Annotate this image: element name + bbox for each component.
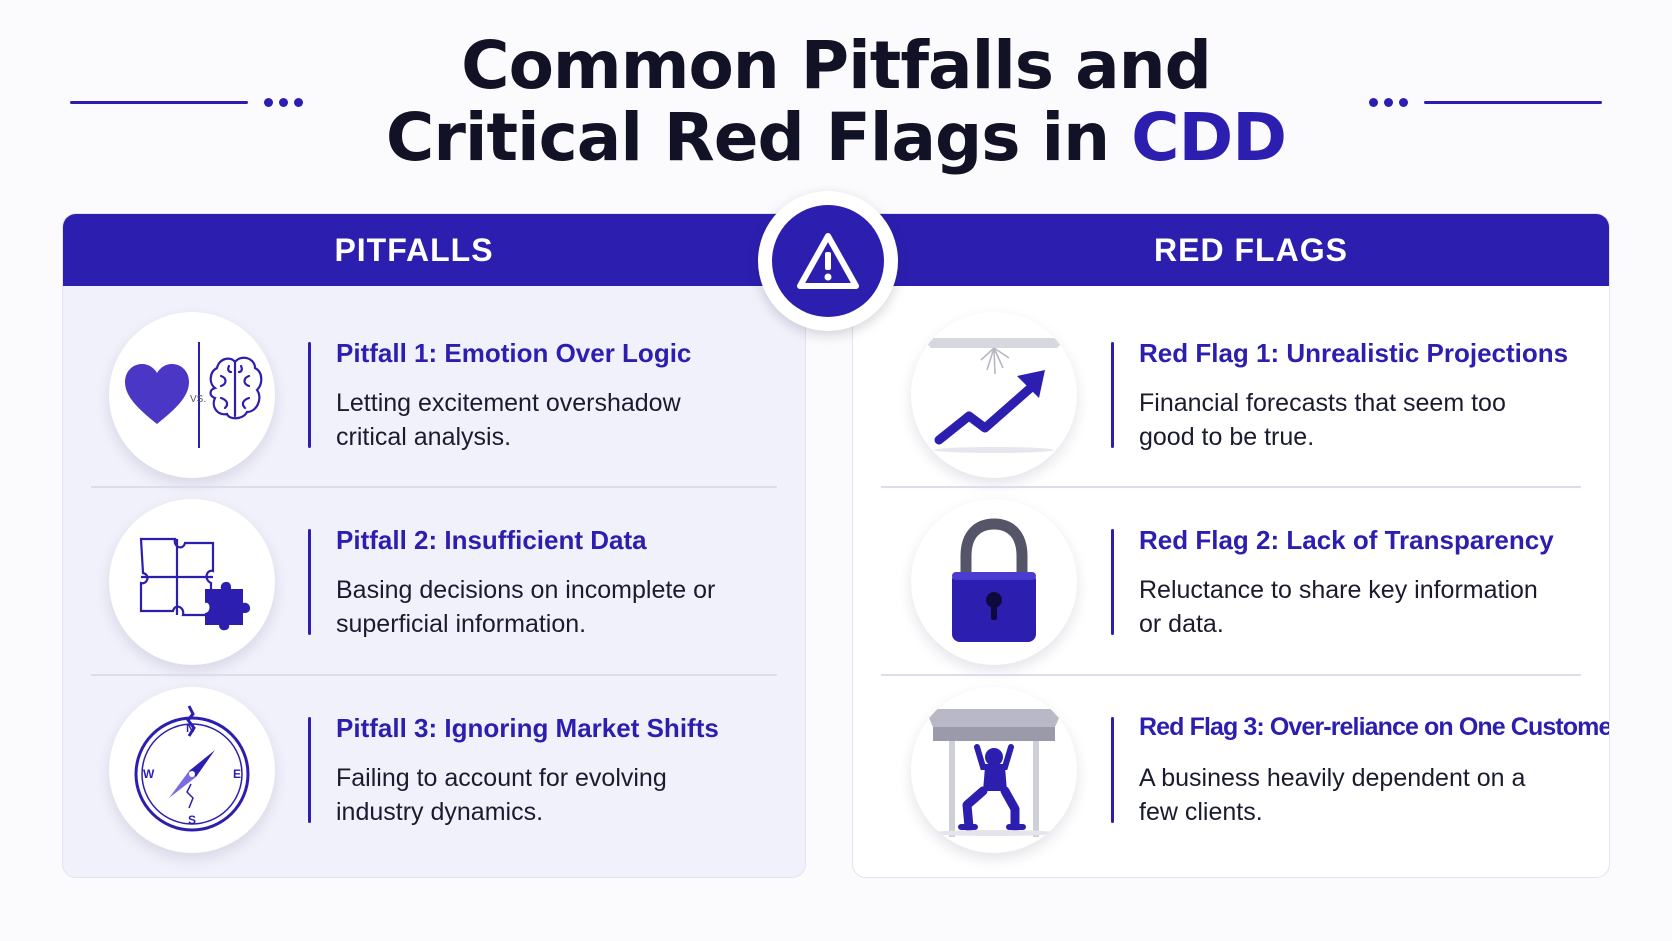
pitfall-title: Pitfall 1: Emotion Over Logic xyxy=(336,338,692,368)
pitfall-title: Pitfall 2: Insufficient Data xyxy=(336,525,647,555)
pitfall-description: Letting excitement overshadow critical a… xyxy=(336,389,681,451)
accent-bar xyxy=(308,717,311,823)
title-line-1: Common Pitfalls and xyxy=(461,27,1212,104)
divider xyxy=(881,486,1581,488)
divider xyxy=(881,674,1581,676)
accent-bar xyxy=(308,342,311,448)
accent-bar xyxy=(308,529,311,635)
person-holding-weight-icon xyxy=(911,687,1077,853)
page-title: Common Pitfalls and Critical Red Flags i… xyxy=(0,30,1672,174)
divider xyxy=(91,486,777,488)
pitfall-description: Failing to account for evolving industry… xyxy=(336,764,667,826)
pitfall-title: Pitfall 3: Ignoring Market Shifts xyxy=(336,713,719,743)
decoration-dots xyxy=(1369,97,1408,107)
title-line-2: Critical Red Flags in CDD xyxy=(0,102,1672,174)
pitfall-item-2: Pitfall 2: Insufficient Data Basing deci… xyxy=(63,489,805,665)
pitfall-item-3: N E S W Pitfall 3: Ignoring Market Shift… xyxy=(63,677,805,853)
red-flag-title: Red Flag 3: Over-reliance on One Custome… xyxy=(1139,713,1610,741)
rising-arrow-icon xyxy=(911,312,1077,478)
title-accent-text: CDD xyxy=(1131,99,1287,176)
compass-south: S xyxy=(188,813,196,827)
compass-east: E xyxy=(233,767,241,781)
red-flag-description: Financial forecasts that seem too good t… xyxy=(1139,389,1506,451)
compass-west: W xyxy=(143,767,155,781)
padlock-icon xyxy=(911,499,1077,665)
divider xyxy=(91,674,777,676)
pitfalls-panel: PITFALLS VS. Pitfall 1: Emotion xyxy=(62,213,806,878)
title-decoration-right xyxy=(1353,96,1602,108)
warning-badge xyxy=(758,191,898,331)
red-flag-item-2: Red Flag 2: Lack of Transparency Relucta… xyxy=(853,489,1609,665)
heart-vs-brain-icon: VS. xyxy=(109,312,275,478)
red-flag-description: Reluctance to share key information or d… xyxy=(1139,576,1538,638)
pitfall-description: Basing decisions on incomplete or superf… xyxy=(336,576,716,638)
red-flag-description: A business heavily dependent on a few cl… xyxy=(1139,764,1526,826)
red-flags-panel: RED FLAGS Red Flag 1: Unrealistic Projec… xyxy=(852,213,1610,878)
puzzle-icon xyxy=(109,499,275,665)
decoration-dot xyxy=(264,97,273,107)
title-line-2-text: Critical Red Flags in xyxy=(385,99,1132,176)
compass-north: N xyxy=(186,721,195,735)
decoration-dots xyxy=(264,97,303,107)
warning-triangle-icon xyxy=(772,205,884,317)
decoration-line xyxy=(1424,100,1602,104)
vs-label: VS. xyxy=(190,394,206,405)
red-flag-item-1: Red Flag 1: Unrealistic Projections Fina… xyxy=(853,302,1609,478)
decoration-dot xyxy=(1384,97,1393,107)
decoration-dot xyxy=(279,97,288,107)
accent-bar xyxy=(1111,342,1114,448)
compass-icon: N E S W xyxy=(109,687,275,853)
title-decoration-left xyxy=(70,96,319,108)
decoration-dot xyxy=(1399,97,1408,107)
decoration-line xyxy=(70,100,248,104)
accent-bar xyxy=(1111,529,1114,635)
red-flag-title: Red Flag 2: Lack of Transparency xyxy=(1139,525,1554,555)
red-flag-title: Red Flag 1: Unrealistic Projections xyxy=(1139,338,1569,368)
pitfall-item-1: VS. Pitfall 1: Emotion Over Logic Lettin… xyxy=(63,302,805,478)
red-flag-item-3: Red Flag 3: Over-reliance on One Custome… xyxy=(853,677,1610,853)
decoration-dot xyxy=(294,97,303,107)
decoration-dot xyxy=(1369,97,1378,107)
red-flags-header: RED FLAGS xyxy=(853,214,1609,286)
accent-bar xyxy=(1111,717,1114,823)
pitfalls-header: PITFALLS xyxy=(63,214,805,286)
